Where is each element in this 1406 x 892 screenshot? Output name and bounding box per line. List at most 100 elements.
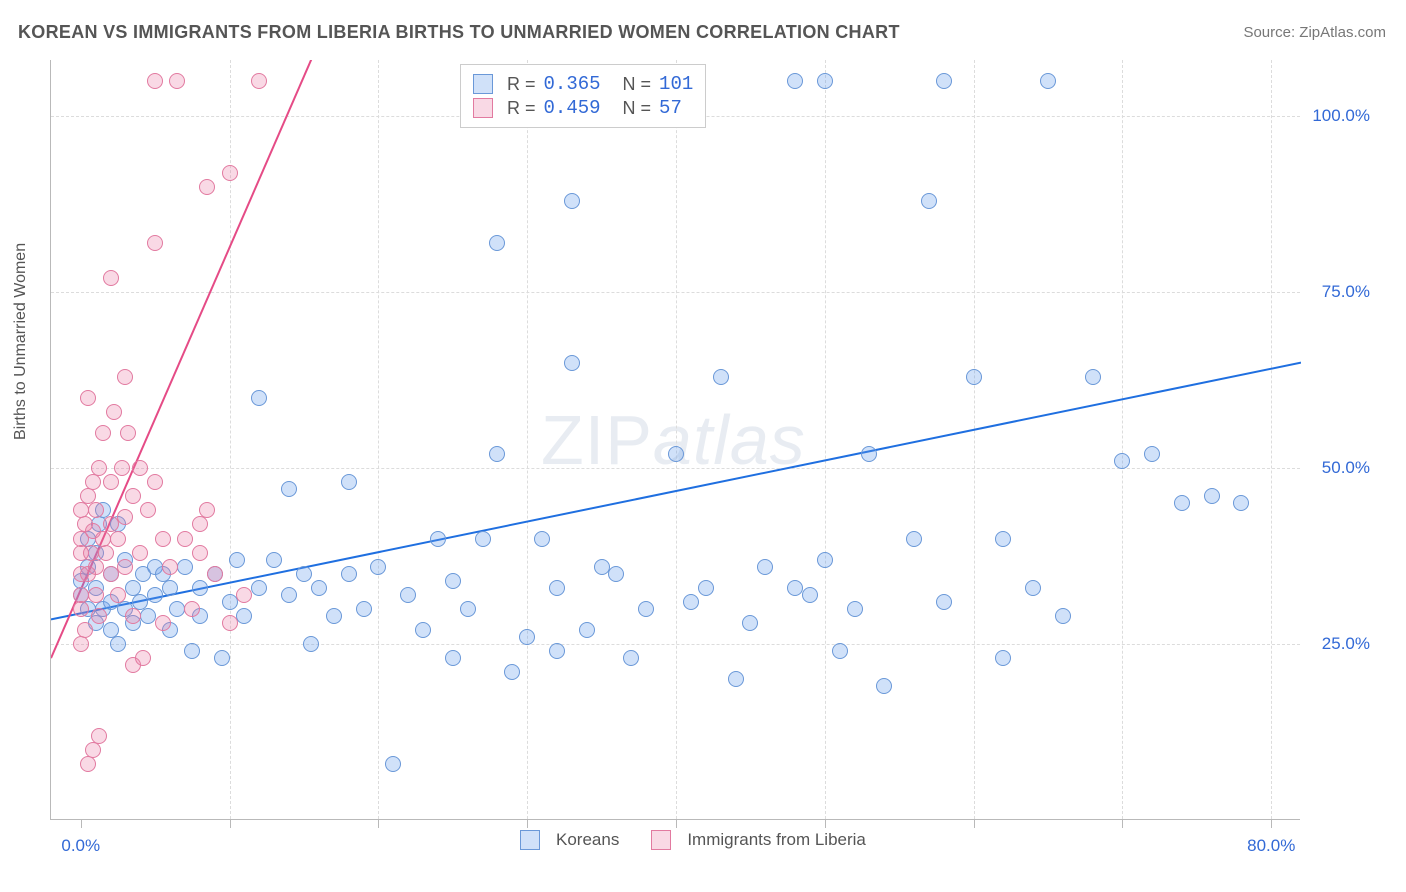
scatter-point-koreans (1144, 446, 1160, 462)
scatter-point-liberia (155, 531, 171, 547)
scatter-point-liberia (236, 587, 252, 603)
scatter-point-liberia (120, 425, 136, 441)
scatter-point-liberia (103, 474, 119, 490)
scatter-point-koreans (757, 559, 773, 575)
scatter-point-koreans (430, 531, 446, 547)
scatter-point-koreans (445, 573, 461, 589)
scatter-point-liberia (192, 516, 208, 532)
scatter-point-koreans (832, 643, 848, 659)
x-tick-mark (974, 820, 975, 828)
scatter-point-koreans (415, 622, 431, 638)
scatter-point-liberia (110, 587, 126, 603)
scatter-point-koreans (713, 369, 729, 385)
scatter-point-liberia (251, 73, 267, 89)
scatter-point-koreans (1025, 580, 1041, 596)
scatter-point-koreans (906, 531, 922, 547)
scatter-point-liberia (192, 545, 208, 561)
scatter-point-liberia (140, 502, 156, 518)
scatter-point-liberia (125, 608, 141, 624)
scatter-point-koreans (608, 566, 624, 582)
scatter-point-liberia (80, 390, 96, 406)
scatter-point-liberia (91, 460, 107, 476)
scatter-point-koreans (341, 474, 357, 490)
scatter-point-koreans (861, 446, 877, 462)
scatter-point-koreans (564, 355, 580, 371)
scatter-point-koreans (460, 601, 476, 617)
scatter-point-koreans (266, 552, 282, 568)
scatter-point-liberia (117, 369, 133, 385)
x-tick-mark (825, 820, 826, 828)
scatter-point-koreans (489, 235, 505, 251)
scatter-point-liberia (132, 460, 148, 476)
legend-swatch-koreans (520, 830, 540, 850)
scatter-point-koreans (445, 650, 461, 666)
stat-n-value: 101 (659, 73, 693, 95)
scatter-point-koreans (995, 650, 1011, 666)
x-tick-mark (230, 820, 231, 828)
scatter-point-liberia (73, 601, 89, 617)
scatter-point-liberia (73, 587, 89, 603)
scatter-point-koreans (638, 601, 654, 617)
legend-label-liberia: Immigrants from Liberia (687, 830, 866, 850)
scatter-point-koreans (817, 552, 833, 568)
scatter-point-koreans (1114, 453, 1130, 469)
stat-r-label: R = (507, 74, 536, 95)
y-tick-label: 100.0% (1312, 106, 1370, 126)
scatter-point-koreans (579, 622, 595, 638)
x-tick-mark (527, 820, 528, 828)
y-tick-label: 50.0% (1322, 458, 1370, 478)
x-tick-mark (1271, 820, 1272, 828)
scatter-point-koreans (251, 580, 267, 596)
scatter-point-koreans (936, 73, 952, 89)
scatter-point-koreans (787, 73, 803, 89)
source-attribution: Source: ZipAtlas.com (1243, 24, 1386, 41)
chart-container: KOREAN VS IMMIGRANTS FROM LIBERIA BIRTHS… (0, 0, 1406, 892)
scatter-point-koreans (1174, 495, 1190, 511)
stat-n-label: N = (623, 98, 652, 119)
vertical-gridline (974, 60, 975, 819)
scatter-point-liberia (117, 509, 133, 525)
scatter-point-koreans (519, 629, 535, 645)
scatter-point-liberia (80, 756, 96, 772)
scatter-point-liberia (88, 587, 104, 603)
scatter-point-liberia (91, 608, 107, 624)
scatter-point-liberia (207, 566, 223, 582)
scatter-point-koreans (594, 559, 610, 575)
scatter-point-koreans (787, 580, 803, 596)
scatter-point-liberia (222, 615, 238, 631)
scatter-point-koreans (1233, 495, 1249, 511)
scatter-point-liberia (162, 559, 178, 575)
scatter-point-koreans (564, 193, 580, 209)
legend-swatch-liberia (651, 830, 671, 850)
scatter-point-koreans (742, 615, 758, 631)
scatter-point-liberia (222, 165, 238, 181)
scatter-point-koreans (489, 446, 505, 462)
scatter-point-liberia (103, 270, 119, 286)
scatter-point-koreans (817, 73, 833, 89)
scatter-point-koreans (921, 193, 937, 209)
swatch-koreans (473, 74, 493, 94)
scatter-point-koreans (876, 678, 892, 694)
scatter-point-koreans (698, 580, 714, 596)
scatter-point-koreans (728, 671, 744, 687)
scatter-point-liberia (88, 559, 104, 575)
scatter-point-koreans (370, 559, 386, 575)
scatter-point-liberia (147, 235, 163, 251)
x-tick-mark (676, 820, 677, 828)
stat-n-label: N = (623, 74, 652, 95)
swatch-liberia (473, 98, 493, 118)
y-tick-label: 25.0% (1322, 634, 1370, 654)
scatter-point-koreans (214, 650, 230, 666)
scatter-point-koreans (802, 587, 818, 603)
scatter-point-liberia (132, 545, 148, 561)
scatter-point-liberia (114, 460, 130, 476)
scatter-point-koreans (549, 580, 565, 596)
scatter-point-koreans (966, 369, 982, 385)
scatter-point-koreans (184, 643, 200, 659)
scatter-point-liberia (85, 474, 101, 490)
scatter-point-koreans (251, 390, 267, 406)
scatter-point-koreans (140, 608, 156, 624)
y-axis-title: Births to Unmarried Women (12, 243, 30, 440)
scatter-point-koreans (110, 636, 126, 652)
scatter-point-koreans (281, 587, 297, 603)
